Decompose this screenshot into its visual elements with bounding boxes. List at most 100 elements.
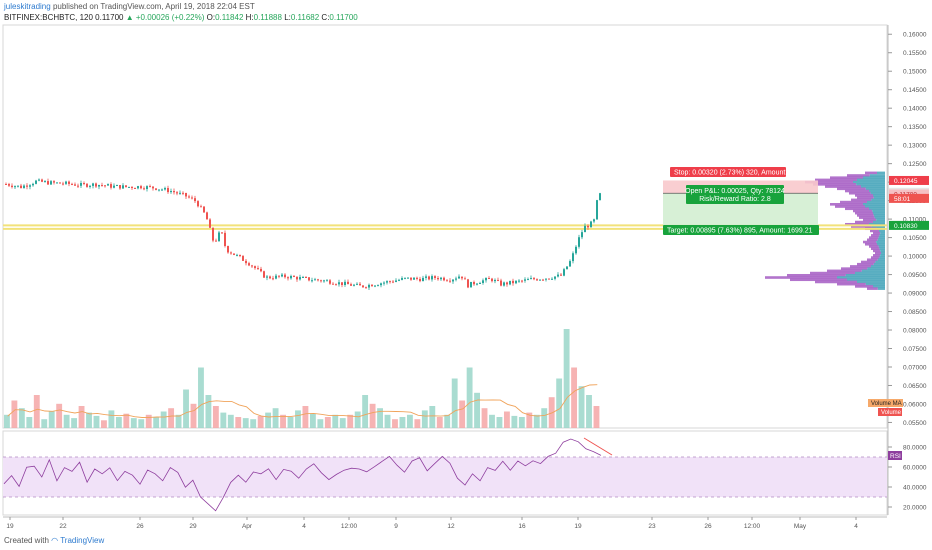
candle-body — [134, 187, 136, 189]
volume-profile-bar — [855, 220, 873, 224]
volume-profile-bar — [873, 194, 885, 197]
candle-body — [494, 279, 496, 282]
price-tick-label: 0.14500 — [903, 87, 927, 94]
volume-tag-bg — [878, 408, 902, 416]
candle-body — [281, 274, 283, 277]
candle-body — [8, 184, 10, 186]
tradingview-brand[interactable]: TradingView — [60, 536, 105, 545]
candle-body — [599, 193, 601, 201]
price-tick-label: 0.08000 — [903, 328, 927, 335]
author-link[interactable]: juleskitrading — [4, 2, 51, 11]
volume-bar — [578, 386, 585, 428]
candle-body — [317, 279, 319, 281]
candle-body — [233, 253, 235, 255]
rsi-tick-label: 20.0000 — [903, 505, 927, 512]
candle-body — [209, 219, 211, 228]
countdown-tag-bg — [889, 193, 929, 203]
candle-body — [374, 285, 376, 287]
candle-body — [197, 201, 199, 207]
candle-body — [23, 185, 25, 189]
volume-bar — [86, 412, 92, 428]
volume-bar — [444, 414, 451, 428]
rsi-line — [3, 438, 602, 512]
volume-profile-bar — [857, 178, 885, 182]
volume-bar — [280, 414, 286, 428]
candle-body — [38, 179, 40, 181]
candle-body — [545, 278, 547, 280]
candle-body — [386, 281, 388, 283]
volume-profile-bar — [872, 209, 885, 213]
volume-profile-bar — [877, 238, 885, 242]
candle-body — [302, 276, 304, 278]
candle-body — [140, 186, 142, 189]
time-tick-label: 23 — [648, 523, 656, 530]
volume-bar — [265, 412, 272, 428]
candle-body — [533, 278, 535, 280]
volume-profile-bar — [845, 207, 869, 211]
candle-body — [473, 281, 475, 285]
candle-body — [200, 206, 202, 208]
candle-body — [452, 279, 454, 282]
volume-profile-bar — [874, 216, 885, 219]
volume-profile-bar — [851, 198, 872, 202]
volume-profile-bar — [861, 260, 876, 264]
volume-profile-bar — [857, 280, 885, 284]
candle-body — [566, 266, 568, 270]
candle-body — [320, 280, 322, 282]
candle-body — [311, 280, 313, 282]
candle-body — [335, 284, 337, 286]
time-tick-label: 4 — [854, 523, 858, 530]
candle-body — [470, 281, 472, 288]
volume-bar — [339, 418, 346, 428]
volume-profile-bar — [880, 249, 885, 253]
candle-body — [290, 275, 292, 279]
rsi-tag-bg — [888, 451, 902, 460]
candle-body — [419, 278, 421, 282]
volume-profile-bar — [881, 251, 885, 255]
volume-bar — [220, 412, 227, 428]
candle-body — [59, 182, 61, 184]
candle-body — [326, 280, 328, 282]
candle-body — [251, 265, 253, 267]
candle-body — [368, 284, 370, 288]
volume-bar — [41, 419, 48, 428]
candle-body — [359, 283, 361, 286]
candle-body — [497, 279, 499, 281]
volume-bar — [138, 419, 145, 428]
candle-body — [377, 285, 379, 287]
volume-profile-bar — [867, 200, 885, 204]
volume-bar — [183, 389, 189, 428]
candle-body — [47, 181, 49, 185]
candle-body — [221, 232, 223, 234]
time-tick-label: 19 — [574, 523, 582, 530]
volume-bar — [123, 413, 130, 428]
symbol-name[interactable]: BITFINEX:BCHBTC, 120 — [4, 13, 93, 22]
volume-profile-bar — [878, 245, 885, 248]
volume-bar — [414, 419, 421, 428]
publish-info: published on TradingView.com, April 19, … — [52, 2, 255, 11]
volume-bar — [56, 403, 63, 428]
candle-body — [587, 225, 589, 228]
candle-body — [296, 276, 298, 280]
last-price: 0.11700 — [95, 13, 124, 22]
volume-bar — [362, 395, 369, 428]
candle-body — [41, 179, 43, 182]
candle-body — [578, 237, 580, 247]
candle-body — [353, 284, 355, 286]
candle-body — [245, 260, 247, 264]
candle-body — [5, 183, 7, 185]
candle-body — [479, 282, 481, 284]
volume-profile-bar — [873, 254, 881, 257]
volume-bar — [429, 406, 436, 428]
candle-body — [437, 278, 439, 280]
volume-bar — [153, 417, 160, 428]
volume-bar — [324, 417, 331, 428]
volume-bar — [26, 417, 33, 428]
candle-body — [323, 280, 325, 282]
time-tick-label: 19 — [6, 523, 14, 530]
volume-profile-bar — [873, 196, 885, 199]
volume-bar — [295, 410, 301, 428]
candle-body — [137, 186, 139, 189]
volume-bar — [481, 408, 488, 428]
